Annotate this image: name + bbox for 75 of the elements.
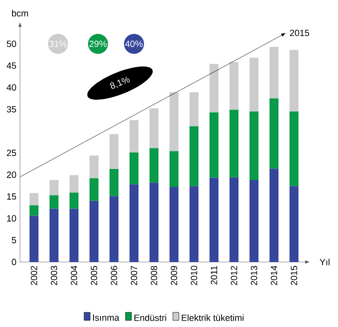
bar — [130, 152, 138, 184]
bar — [210, 178, 218, 262]
annotation: 2015 — [290, 30, 310, 36]
annotation: 29% — [89, 40, 107, 48]
x-tick-label: 2011 — [210, 266, 218, 284]
bar — [269, 98, 278, 169]
x-tick-label: 2006 — [110, 266, 118, 286]
bar — [30, 216, 39, 262]
bar — [190, 92, 198, 126]
bar — [289, 111, 298, 186]
x-tick-label: 2012 — [230, 266, 238, 286]
x-tick-label: 2013 — [250, 266, 258, 286]
x-tick-label: 2010 — [190, 266, 198, 286]
bar — [70, 192, 79, 209]
bar — [50, 208, 59, 262]
bar — [110, 196, 119, 262]
bar — [150, 108, 158, 148]
bar — [229, 62, 238, 110]
bar — [289, 50, 298, 112]
bar — [30, 193, 39, 206]
bar — [130, 120, 138, 152]
bar — [150, 182, 158, 262]
y-axis-title: bcm — [12, 10, 28, 16]
legend-label: Isınma — [93, 314, 120, 321]
annotation: 8,1% — [110, 76, 130, 89]
y-tick-label: 50 — [6, 40, 16, 48]
bar — [70, 208, 79, 262]
bar — [269, 46, 278, 98]
x-tick-label: 2009 — [170, 266, 178, 286]
y-tick-label: 5 — [12, 237, 16, 244]
x-tick-label: 2015 — [290, 266, 298, 286]
bar — [110, 169, 119, 196]
y-tick-label: 40 — [6, 84, 16, 91]
bar — [210, 64, 218, 112]
y-tick-label: 15 — [7, 193, 16, 200]
bar — [190, 186, 198, 262]
bar — [150, 148, 158, 183]
x-axis-title: Yıl — [320, 258, 330, 266]
bar — [50, 195, 59, 209]
y-tick-label: 20 — [6, 172, 16, 178]
bar — [170, 92, 178, 152]
bar — [229, 177, 238, 262]
x-tick-label: 2002 — [30, 266, 38, 286]
bar — [170, 151, 178, 187]
bar — [90, 156, 99, 178]
x-tick-label: 2007 — [130, 266, 138, 286]
bar — [249, 111, 258, 180]
x-tick-label: 2005 — [90, 266, 98, 286]
bar — [289, 186, 298, 262]
y-tick-label: 0 — [12, 258, 16, 266]
y-tick-label: 35 — [6, 106, 16, 112]
bar — [130, 184, 138, 262]
bar — [190, 126, 198, 186]
bar — [30, 205, 39, 216]
y-tick-label: 10 — [7, 215, 16, 222]
bar — [249, 180, 258, 262]
x-tick-label: 2003 — [50, 266, 58, 286]
annotation: 40% — [125, 40, 143, 48]
legend-label: Endüstri — [134, 314, 166, 321]
bar — [90, 178, 99, 201]
bar — [229, 110, 238, 178]
bar — [70, 175, 79, 193]
bar — [50, 180, 59, 196]
legend-label: Elektrik tüketimi — [182, 314, 244, 321]
bar — [90, 200, 99, 262]
x-tick-label: 2004 — [70, 266, 78, 286]
y-tick-label: 25 — [6, 150, 16, 156]
bar — [170, 186, 178, 262]
y-tick-label: 45 — [6, 62, 16, 69]
x-tick-label: 2008 — [150, 266, 158, 286]
bar — [249, 58, 258, 112]
bar — [269, 168, 278, 262]
x-tick-label: 2014 — [270, 266, 278, 286]
bar — [210, 112, 218, 178]
bar — [110, 134, 119, 170]
